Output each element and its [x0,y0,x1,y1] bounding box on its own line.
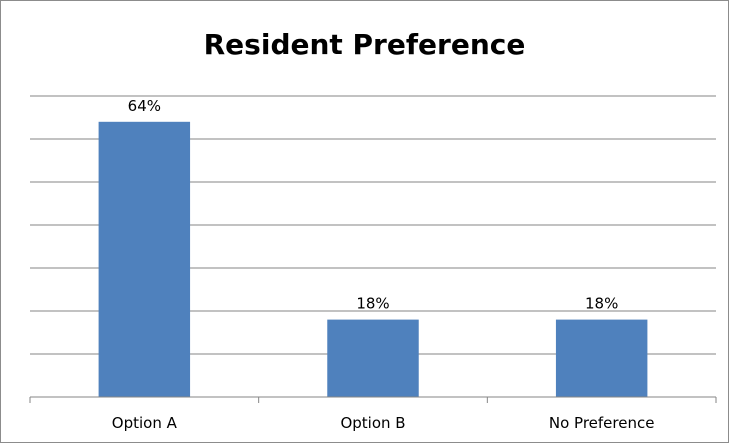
x-tick-label: No Preference [549,414,655,432]
x-tick-label: Option B [340,414,405,432]
x-axis: Option A Option B No Preference [29,396,717,432]
chart-title: Resident Preference [203,28,526,61]
data-label: 64% [128,97,161,115]
bars: 64% 18% 18% [98,97,648,398]
bar-no-preference [555,319,648,397]
data-label: 18% [585,295,618,313]
bar-option-a [98,121,191,398]
data-label: 18% [356,295,389,313]
bar-option-b [327,319,419,397]
x-tick-label: Option A [112,414,178,432]
